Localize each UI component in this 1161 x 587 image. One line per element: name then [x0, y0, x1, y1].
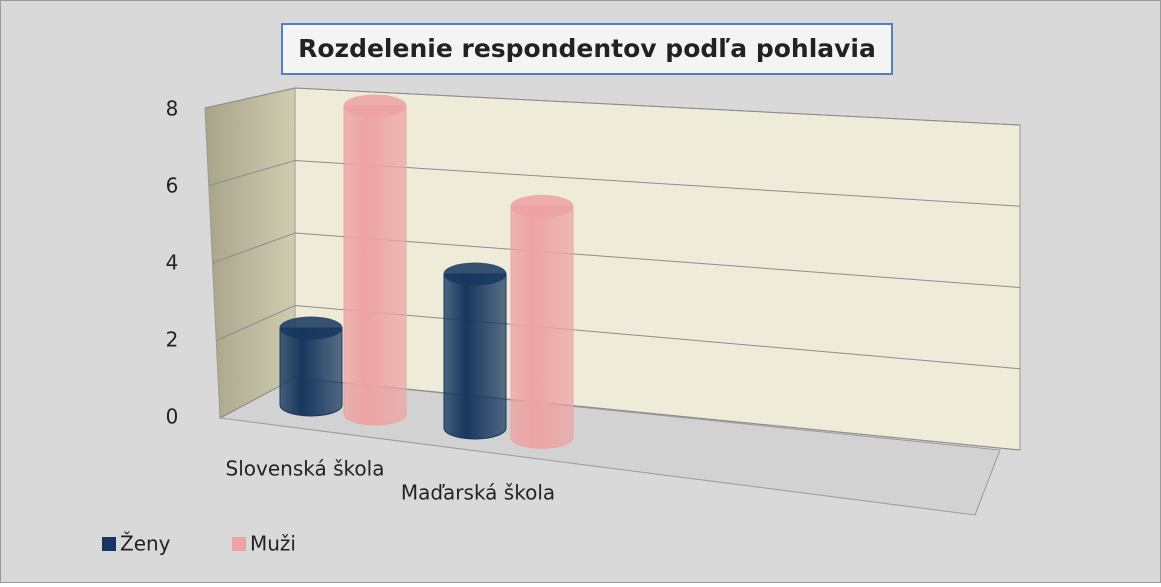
bars: [279, 94, 574, 449]
bar-top: [279, 316, 343, 340]
x-tick-label: Maďarská škola: [401, 481, 555, 505]
legend-label: Ženy: [120, 532, 171, 556]
bar: [510, 205, 574, 449]
grid-line: [204, 87, 1021, 126]
grid-line: [216, 304, 1021, 370]
y-tick-label: 0: [166, 405, 179, 429]
chart-title: Rozdelenie respondentov podľa pohlavia: [298, 34, 876, 63]
bar-top: [343, 94, 407, 118]
bar-top: [443, 262, 507, 286]
y-tick-label: 2: [166, 328, 179, 352]
x-tick-label: Slovenská škola: [226, 457, 385, 481]
y-tick-label: 4: [166, 251, 179, 275]
grid: [204, 87, 1021, 451]
legend-label: Muži: [250, 532, 296, 556]
title-box: [281, 23, 893, 75]
bar: [443, 273, 507, 440]
bar: [343, 105, 407, 426]
bar: [279, 327, 343, 417]
y-tick-label: 8: [166, 97, 179, 121]
grid-line: [212, 232, 1021, 288]
grid-line: [208, 159, 1021, 207]
y-tick-label: 6: [166, 174, 179, 198]
bar-top: [510, 194, 574, 218]
legend-swatch: [232, 537, 246, 551]
legend-swatch: [102, 537, 116, 551]
